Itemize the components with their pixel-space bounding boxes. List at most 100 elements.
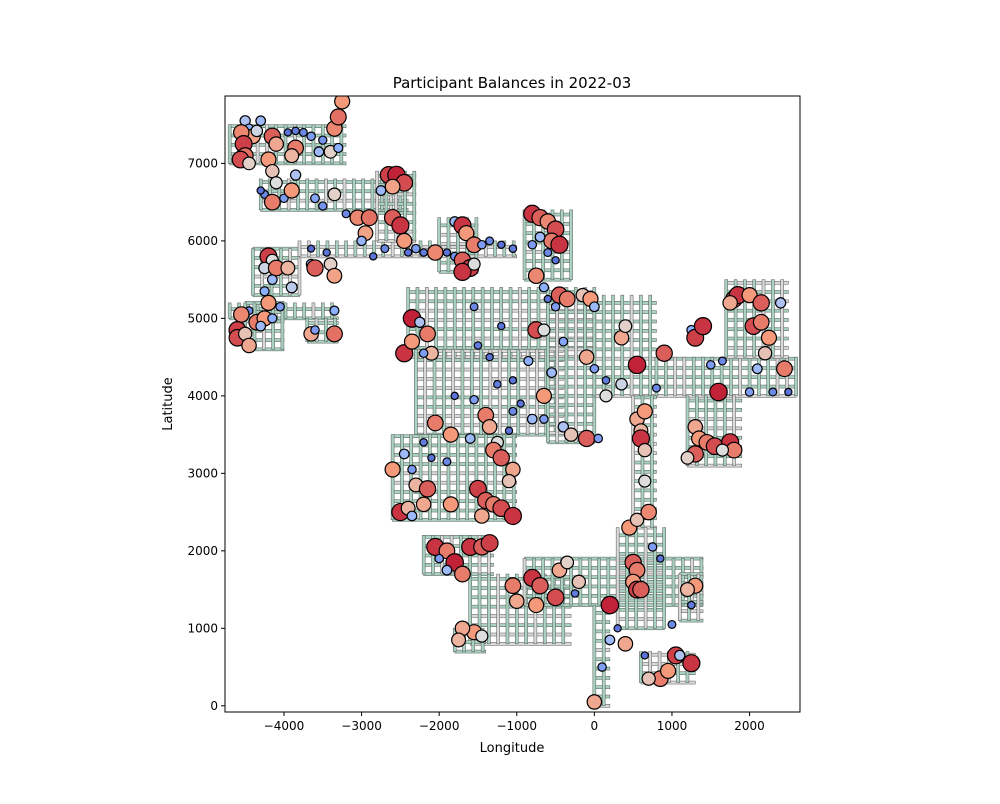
road-segment: [334, 240, 339, 257]
road-segment: [418, 434, 423, 521]
balance-point: [485, 352, 494, 362]
y-tick-label: 5000: [187, 311, 218, 325]
road-segment: [452, 287, 457, 358]
balance-point: [454, 565, 471, 583]
road-segment: [643, 527, 648, 629]
balance-point: [341, 209, 351, 219]
balance-point: [563, 427, 579, 442]
road-segment: [524, 259, 572, 263]
balance-point: [441, 564, 453, 576]
y-tick-label: 7000: [187, 156, 218, 170]
balance-point: [256, 186, 265, 195]
road-segment: [713, 395, 718, 466]
balance-point: [640, 503, 657, 521]
balance-point: [497, 240, 506, 249]
road-segment: [353, 240, 358, 257]
road-segment: [324, 178, 328, 211]
balance-point: [613, 624, 622, 633]
balance-point: [306, 131, 316, 142]
road-segment: [547, 338, 595, 342]
balance-point: [418, 348, 429, 359]
balance-point: [283, 128, 293, 137]
y-tick-label: 3000: [187, 466, 218, 480]
balance-point: [627, 355, 647, 375]
balance-point: [269, 176, 283, 190]
balance-point: [752, 294, 770, 312]
balance-point: [406, 510, 418, 522]
balance-point: [715, 443, 730, 457]
balance-point: [535, 387, 553, 404]
road-segment: [316, 240, 320, 257]
road-segment: [547, 403, 595, 407]
balance-point: [442, 248, 452, 257]
road-segment: [738, 356, 742, 397]
balance-point: [306, 259, 324, 277]
balance-point: [310, 325, 320, 335]
road-segment: [493, 240, 497, 257]
balance-point: [369, 252, 378, 261]
road-segment: [724, 279, 729, 358]
balance-point: [617, 636, 634, 652]
balance-point: [599, 389, 613, 403]
balance-point: [501, 473, 517, 489]
road-segment: [342, 178, 347, 211]
balance-point: [604, 634, 616, 646]
road-segment: [617, 626, 665, 631]
balance-point: [427, 453, 436, 463]
road-segment: [507, 349, 511, 435]
x-tick-label: −3000: [341, 719, 382, 733]
balance-point: [283, 182, 300, 199]
balance-point: [450, 391, 459, 401]
balance-point: [679, 582, 695, 598]
road-segment: [460, 349, 465, 435]
balance-point: [534, 231, 546, 243]
x-tick-label: 0: [591, 719, 599, 733]
balance-point: [674, 649, 686, 662]
balance-point: [571, 574, 587, 590]
balance-point: [384, 178, 401, 195]
balance-point: [516, 399, 525, 408]
road-segment: [375, 170, 379, 242]
balance-point: [458, 225, 475, 242]
road-segment: [518, 287, 522, 358]
balance-point: [356, 235, 367, 247]
data-points: [228, 96, 793, 710]
road-segment: [583, 294, 587, 443]
balance-point: [558, 290, 576, 308]
balance-point: [333, 142, 344, 154]
balance-point: [442, 496, 459, 513]
balance-point: [233, 306, 250, 323]
balance-point: [526, 413, 538, 425]
road-segment: [687, 573, 691, 621]
balance-point: [469, 394, 479, 405]
road-segment: [671, 558, 676, 606]
balance-point: [629, 512, 645, 528]
road-segment: [629, 294, 634, 397]
balance-point: [523, 355, 534, 367]
road-segment: [664, 356, 668, 397]
balance-point: [760, 329, 778, 346]
balance-point: [774, 297, 787, 309]
balance-point: [396, 232, 413, 249]
road-segment: [547, 394, 595, 398]
road-segment: [425, 287, 429, 358]
road-segment: [437, 434, 441, 521]
balance-point: [497, 321, 506, 331]
balance-point: [504, 577, 522, 595]
road-segment: [370, 178, 375, 211]
balance-point: [647, 542, 658, 552]
balance-point: [318, 135, 328, 145]
y-axis: 0 1000 2000 3000 4000 5000 6000 7000: [187, 156, 225, 713]
road-segment: [639, 294, 643, 397]
road-segment: [617, 533, 665, 538]
balance-point: [326, 267, 343, 284]
road-segment: [780, 279, 784, 358]
balance-point: [570, 589, 580, 598]
x-tick-label: −4000: [264, 719, 305, 733]
balance-point: [508, 593, 525, 609]
balance-point: [641, 671, 656, 686]
y-tick-label: 4000: [187, 389, 218, 403]
balance-point: [705, 360, 716, 370]
balance-point: [557, 421, 570, 433]
road-segment: [412, 170, 417, 242]
